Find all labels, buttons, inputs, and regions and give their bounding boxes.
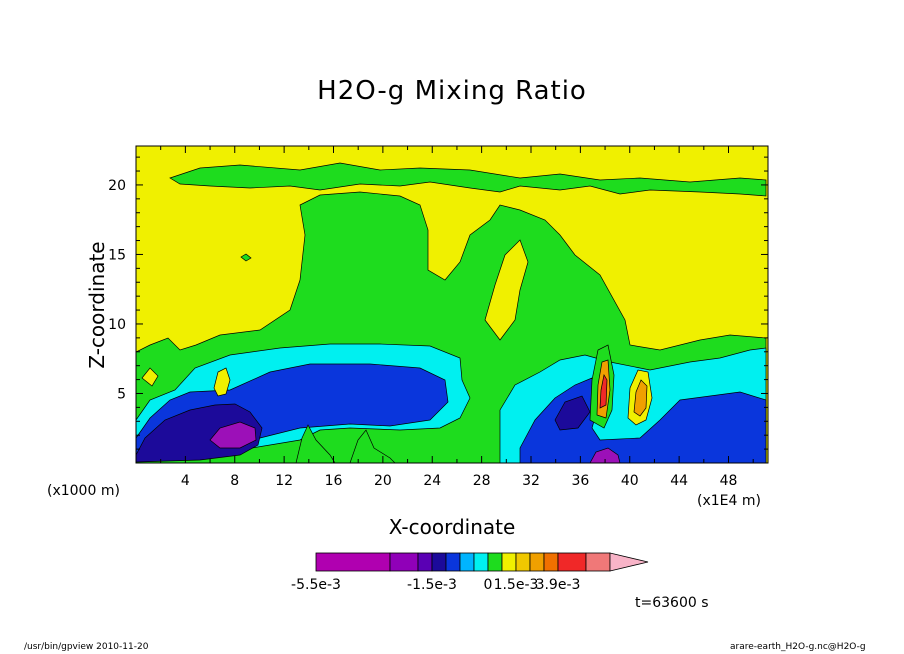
x-tick-label: 44 bbox=[670, 473, 688, 489]
footer-left: /usr/bin/gpview 2010-11-20 bbox=[24, 642, 149, 652]
x-tick-label: 40 bbox=[621, 473, 639, 489]
colorbar-box bbox=[417, 552, 433, 572]
colorbar-box bbox=[529, 552, 545, 572]
x-axis-title: X-coordinate bbox=[388, 515, 516, 539]
colorbar-box bbox=[389, 552, 419, 572]
colorbar: -5.5e-3 -1.5e-3 0 1.5e-33.9e-3 bbox=[291, 552, 649, 593]
colorbar-box bbox=[315, 552, 391, 572]
x-tick-label: 16 bbox=[325, 473, 343, 489]
field-yellow-patch-1 bbox=[213, 367, 231, 397]
colorbar-box bbox=[543, 552, 559, 572]
colorbar-box bbox=[501, 552, 517, 572]
x-tick-label: 4 bbox=[181, 473, 190, 489]
field-green-patch-1 bbox=[240, 253, 252, 262]
colorbar-label: 0 bbox=[484, 577, 493, 593]
x-tick-label: 48 bbox=[720, 473, 738, 489]
field-cell-red bbox=[599, 374, 608, 409]
y-tick-label: 5 bbox=[117, 386, 126, 402]
x-tick-label: 32 bbox=[522, 473, 540, 489]
colorbar-label: -1.5e-3 bbox=[407, 577, 457, 593]
colorbar-box bbox=[515, 552, 531, 572]
field-navy-right bbox=[554, 395, 591, 431]
footer-right: arare-earth_H2O-g.nc@H2O-g bbox=[730, 642, 866, 652]
field-cell-orange-2 bbox=[633, 379, 648, 417]
x-unit-left: (x1000 m) bbox=[47, 483, 120, 499]
y-axis: 5 10 15 20 bbox=[108, 156, 768, 450]
chart-title: H2O-g Mixing Ratio bbox=[317, 76, 587, 106]
field-green-bump-2 bbox=[349, 429, 396, 463]
y-tick-label: 20 bbox=[108, 178, 126, 194]
colorbar-box bbox=[557, 552, 587, 572]
y-axis-title: Z-coordinate bbox=[85, 241, 109, 369]
y-tick-label: 10 bbox=[108, 317, 126, 333]
colorbar-box bbox=[487, 552, 503, 572]
x-tick-label: 24 bbox=[423, 473, 441, 489]
colorbar-label: -5.5e-3 bbox=[291, 577, 341, 593]
field-purple-bottom bbox=[589, 447, 621, 463]
contour-field bbox=[136, 146, 768, 463]
field-green-bump-1 bbox=[295, 424, 336, 463]
x-unit-right: (x1E4 m) bbox=[697, 493, 761, 509]
field-yellow-patch-2 bbox=[141, 367, 159, 387]
time-label: t=63600 s bbox=[635, 595, 709, 611]
colorbar-box bbox=[445, 552, 461, 572]
field-green-upper bbox=[169, 162, 767, 197]
colorbar-box bbox=[459, 552, 475, 572]
x-tick-label: 12 bbox=[275, 473, 293, 489]
x-tick-label: 20 bbox=[374, 473, 392, 489]
x-tick-label: 36 bbox=[571, 473, 589, 489]
x-tick-label: 8 bbox=[230, 473, 239, 489]
x-tick-label: 28 bbox=[473, 473, 491, 489]
colorbar-box bbox=[431, 552, 447, 572]
colorbar-extend-arrow bbox=[609, 552, 649, 572]
colorbar-box bbox=[473, 552, 489, 572]
colorbar-label: 1.5e-3 bbox=[494, 577, 539, 593]
plot-frame bbox=[135, 145, 769, 464]
y-tick-label: 15 bbox=[108, 247, 126, 263]
colorbar-box bbox=[585, 552, 611, 572]
field-purple-core bbox=[209, 421, 257, 449]
colorbar-label: 3.9e-3 bbox=[536, 577, 581, 593]
x-axis: 4 8 12 16 20 24 28 32 36 40 44 48 bbox=[160, 146, 754, 489]
field-yellow-intrusion bbox=[484, 239, 529, 341]
